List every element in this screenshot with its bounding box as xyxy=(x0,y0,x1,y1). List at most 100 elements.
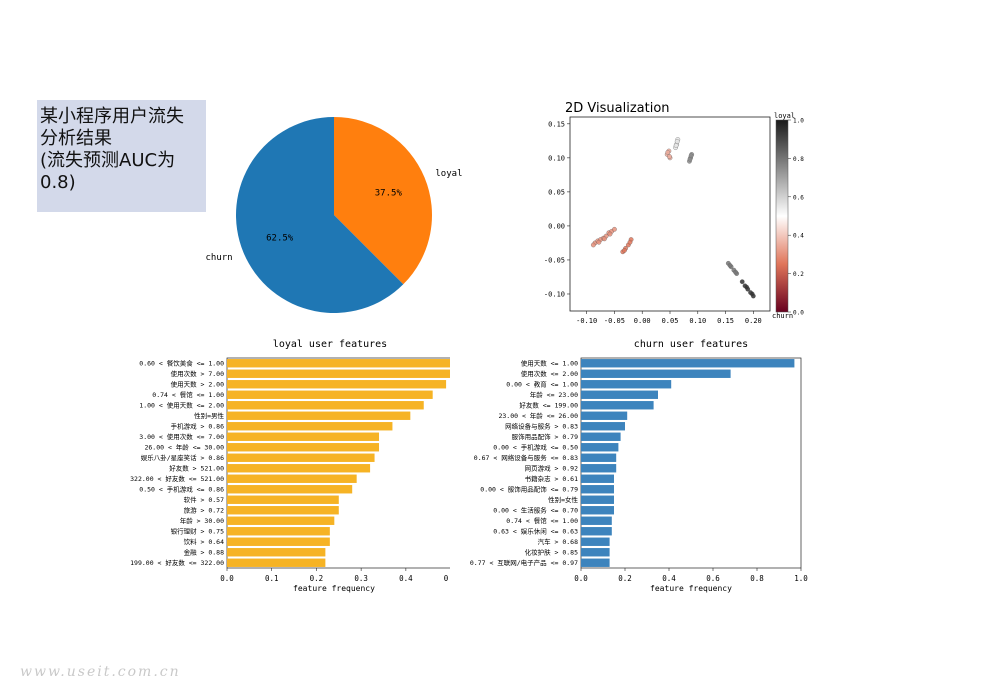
bar xyxy=(227,495,339,504)
bar-category-label: 旅游 > 0.72 xyxy=(184,505,224,514)
colorbar-top-label: loyal xyxy=(774,112,795,120)
scatter-title: 2D Visualization xyxy=(565,101,670,116)
bar-xtick-label: 0.6 xyxy=(706,574,720,583)
colorbar-tick-label: 0.0 xyxy=(793,310,804,317)
churn-xlabel: feature frequency xyxy=(650,584,732,593)
bar xyxy=(227,516,335,525)
bar-category-label: 饮料 > 0.64 xyxy=(184,537,224,546)
churn-bar-chart: churn user features 使用天数 <= 1.00 使用次数 <= … xyxy=(470,339,808,593)
bar xyxy=(227,401,424,410)
bar-category-label: 322.00 < 好友数 <= 521.00 xyxy=(130,474,224,483)
bar-axes-frame xyxy=(580,357,802,569)
bar xyxy=(581,359,795,368)
bar xyxy=(227,548,326,557)
bar xyxy=(227,411,411,420)
colorbar-tick-label: 1.0 xyxy=(793,118,804,125)
bar-category-label: 使用天数 <= 1.00 xyxy=(521,358,578,367)
scatter-ytick-label: -0.10 xyxy=(544,290,565,298)
title-line: 0.8) xyxy=(40,172,76,193)
bar-category-label: 199.00 < 好友数 <= 322.00 xyxy=(130,558,224,567)
colorbar-tick-label: 0.6 xyxy=(793,194,804,201)
bar-xtick-label: 0.5 xyxy=(444,574,450,583)
bar xyxy=(227,506,339,515)
bar xyxy=(227,453,375,462)
bar xyxy=(581,369,731,378)
bar xyxy=(227,432,380,441)
scatter-ytick-label: 0.05 xyxy=(548,188,565,196)
loyal-xlabel: feature frequency xyxy=(293,584,375,593)
bar xyxy=(227,527,330,536)
colorbar xyxy=(775,119,789,313)
title-line: (流失预测AUC为 xyxy=(40,150,176,171)
bar-xtick-label: 0.0 xyxy=(220,574,234,583)
bar xyxy=(581,401,654,410)
bar xyxy=(227,369,450,378)
bar xyxy=(581,527,612,536)
bar xyxy=(581,464,617,473)
bar xyxy=(581,516,612,525)
bar-category-label: 网页游戏 > 0.92 xyxy=(525,463,578,472)
bar-category-label: 0.00 < 服饰用品配饰 <= 0.79 xyxy=(480,484,578,493)
bar xyxy=(581,485,614,494)
bar xyxy=(581,548,610,557)
bar-category-label: 0.60 < 餐饮美食 <= 1.00 xyxy=(139,358,224,367)
bar xyxy=(227,390,433,399)
bar xyxy=(227,380,447,389)
pie-chart: 37.5% 62.5% loyal churn xyxy=(206,117,462,313)
bar xyxy=(581,432,621,441)
scatter-point xyxy=(674,139,680,144)
bar-category-label: 性别=女性 xyxy=(548,495,578,504)
bar xyxy=(581,558,610,567)
bar xyxy=(581,380,672,389)
scatter-point xyxy=(665,150,671,155)
bar xyxy=(581,411,628,420)
bar-xtick-label: 0.2 xyxy=(618,574,632,583)
bar-category-label: 0.00 < 教育 <= 1.00 xyxy=(506,379,578,388)
title-line: 某小程序用户流失 xyxy=(40,106,184,127)
bar-xtick-label: 0.0 xyxy=(574,574,588,583)
pie-label-loyal: loyal xyxy=(435,169,462,179)
scatter-point xyxy=(688,153,694,159)
pie-slice-churn xyxy=(235,117,404,313)
scatter-xtick-label: -0.10 xyxy=(576,317,597,325)
scatter-point xyxy=(607,231,613,237)
scatter-point xyxy=(739,279,745,285)
bar xyxy=(227,537,330,546)
scatter-xtick-label: 0.20 xyxy=(745,317,762,325)
scatter-xtick-label: 0.15 xyxy=(717,317,734,325)
bar xyxy=(581,495,614,504)
bar-category-label: 1.00 < 使用天数 <= 2.00 xyxy=(139,400,224,409)
bar xyxy=(581,443,619,452)
scatter-point xyxy=(673,143,679,148)
scatter-ytick-label: 0.00 xyxy=(548,222,565,230)
scatter-ytick-label: 0.10 xyxy=(548,154,565,162)
bar-axes-frame xyxy=(226,357,450,569)
page-title: 某小程序用户流失 分析结果 (流失预测AUC为 0.8) xyxy=(37,100,206,212)
bar-category-label: 性别=男性 xyxy=(194,411,224,420)
bar xyxy=(581,453,617,462)
bar-category-label: 使用次数 > 7.00 xyxy=(171,369,224,378)
bar-category-label: 0.77 < 互联网/电子产品 <= 0.97 xyxy=(470,558,578,567)
bar-category-label: 3.00 < 使用次数 <= 7.00 xyxy=(139,432,224,441)
bar-xtick-label: 0.8 xyxy=(750,574,764,583)
scatter-ytick-label: -0.05 xyxy=(544,256,565,264)
bar xyxy=(581,474,614,483)
bar-category-label: 23.00 < 年龄 <= 26.00 xyxy=(498,411,578,420)
scatter-xtick-label: 0.00 xyxy=(634,317,651,325)
scatter-point xyxy=(667,154,672,159)
scatter-point xyxy=(602,236,607,242)
bar xyxy=(581,422,625,431)
churn-chart-title: churn user features xyxy=(634,339,748,350)
watermark: www.useit.com.cn xyxy=(20,664,181,680)
pie-value-label-churn: 62.5% xyxy=(266,234,294,244)
scatter-point xyxy=(612,226,617,232)
scatter-point xyxy=(733,269,738,275)
bar-xtick-label: 0.1 xyxy=(265,574,279,583)
loyal-chart-title: loyal user features xyxy=(273,339,387,350)
bar xyxy=(227,464,371,473)
scatter-point xyxy=(590,242,596,248)
bar-category-label: 0.63 < 娱乐休闲 <= 0.63 xyxy=(493,526,578,535)
scatter-point xyxy=(744,284,750,290)
bar-category-label: 使用天数 > 2.00 xyxy=(171,379,224,388)
pie-slice-loyal xyxy=(334,117,432,285)
